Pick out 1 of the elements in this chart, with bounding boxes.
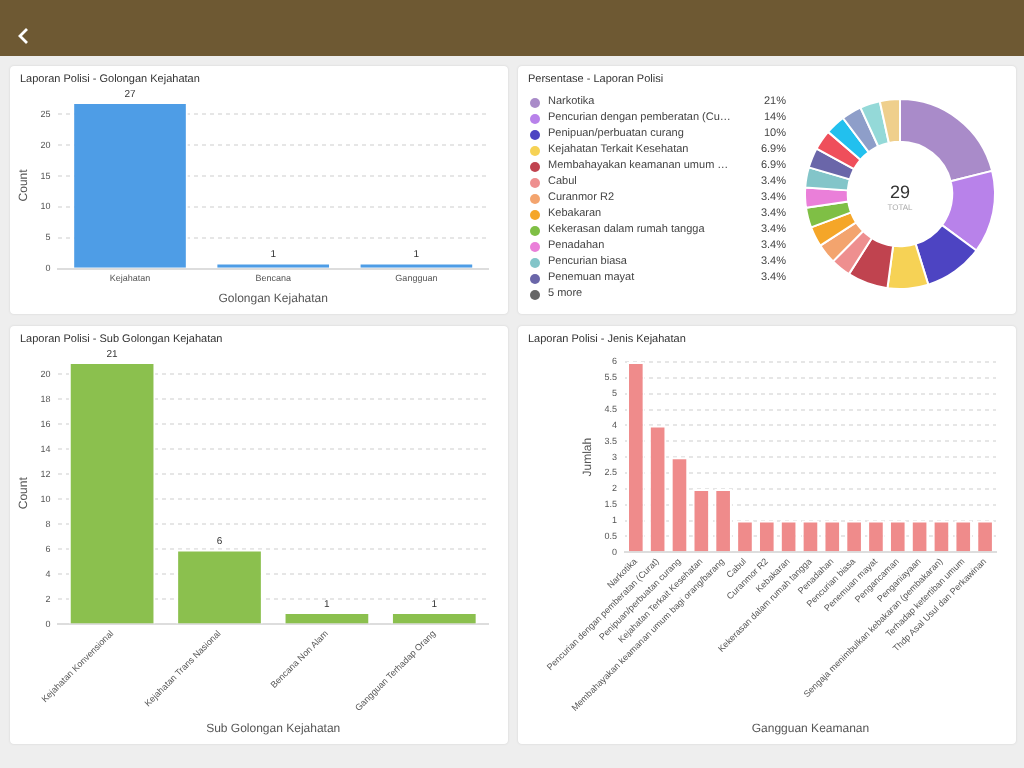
text: 29 — [889, 182, 911, 202]
